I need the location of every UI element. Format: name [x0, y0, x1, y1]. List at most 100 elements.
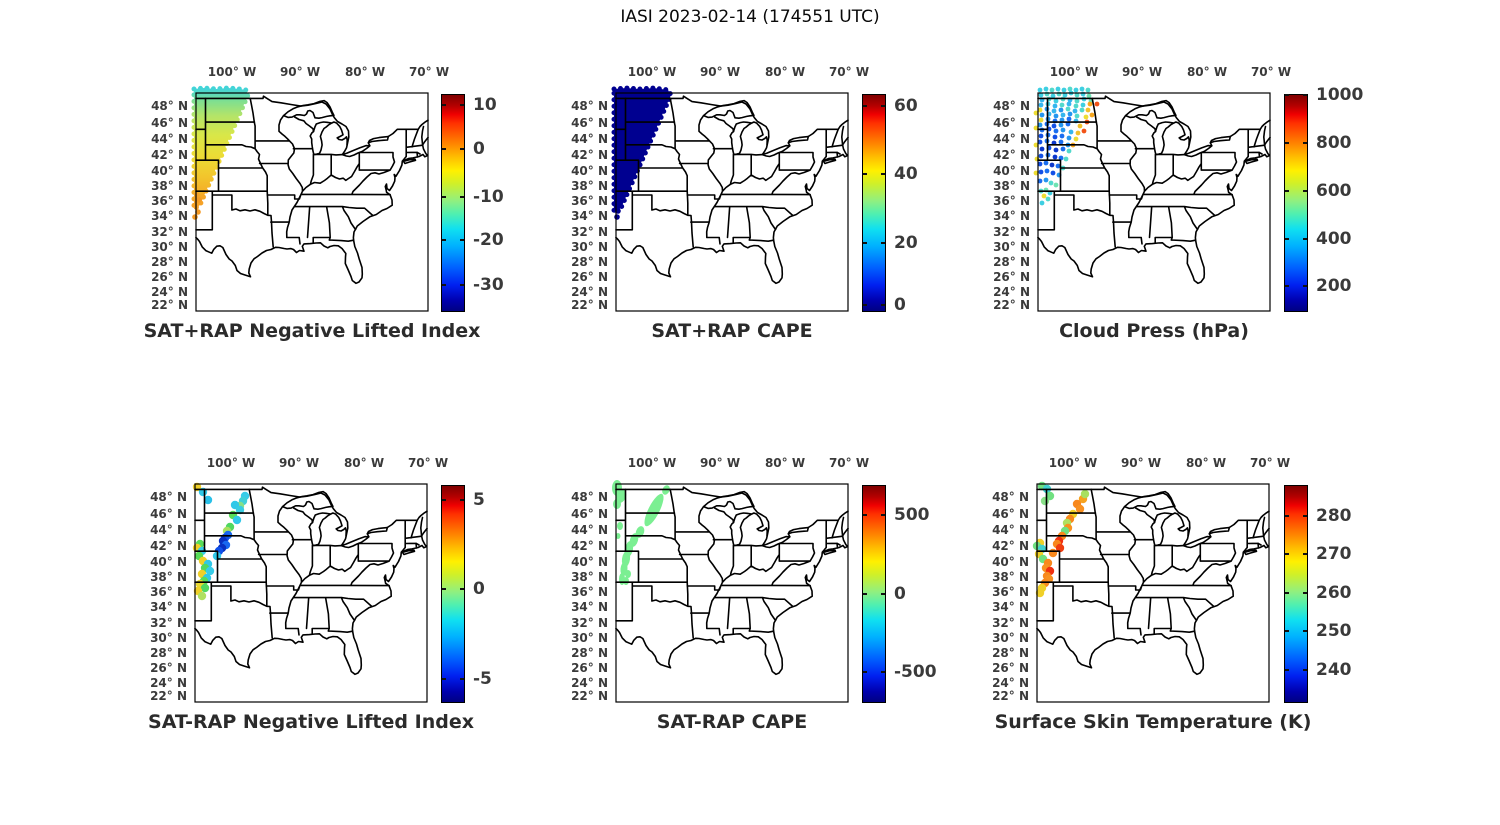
colorbar-tickmark: [442, 104, 446, 106]
lat-tick-label: 32° N: [151, 225, 188, 239]
colorbar: [862, 94, 886, 312]
lat-tick-label: 40° N: [151, 164, 188, 178]
colorbar-tickmark: [863, 173, 867, 175]
lat-tick-label: 32° N: [992, 616, 1029, 630]
lat-tick-label: 46° N: [150, 507, 187, 521]
colorbar-tickmark: [442, 284, 446, 286]
panel-title: Cloud Press (hPa): [1059, 320, 1249, 342]
lat-tick-label: 34° N: [993, 209, 1030, 223]
lat-tick-label: 38° N: [571, 570, 608, 584]
colorbar-tick-label: 600: [1316, 181, 1352, 201]
data-layer: [611, 85, 674, 220]
lat-tick-label: 34° N: [571, 209, 608, 223]
colorbar-tickmark: [1285, 553, 1289, 555]
colorbar-tickmark: [442, 196, 446, 198]
colorbar-tickmark: [460, 284, 464, 286]
lat-tick-label: 36° N: [571, 585, 608, 599]
colorbar-tickmark: [863, 242, 867, 244]
colorbar-tickmark: [863, 105, 867, 107]
lat-tick-label: 28° N: [992, 646, 1029, 660]
lat-tick-label: 46° N: [992, 507, 1029, 521]
lat-tick-label: 36° N: [150, 585, 187, 599]
colorbar-tickmark: [863, 593, 867, 595]
lat-tick-label: 48° N: [571, 99, 608, 113]
colorbar-tickmark: [1285, 515, 1289, 517]
colorbar: [441, 94, 465, 312]
lat-tick-label: 26° N: [571, 661, 608, 675]
colorbar-tickmark: [881, 304, 885, 306]
lat-tick-label: 38° N: [571, 179, 608, 193]
colorbar-tick-label: -20: [473, 230, 504, 250]
lon-tick-label: 100° W: [206, 456, 256, 470]
colorbar-tick-label: 10: [473, 95, 497, 115]
colorbar-tick-label: 60: [894, 96, 918, 116]
lat-tick-label: 28° N: [571, 255, 608, 269]
lon-tick-label: 70° W: [1249, 456, 1291, 470]
lat-tick-label: 28° N: [151, 255, 188, 269]
colorbar-tickmark: [1303, 285, 1307, 287]
map-plot-4: [612, 480, 849, 703]
lat-tick-label: 24° N: [993, 285, 1030, 299]
panel-title: SAT-RAP Negative Lifted Index: [148, 711, 474, 733]
lat-tick-label: 30° N: [151, 240, 188, 254]
data-layer: [191, 85, 251, 220]
colorbar-tickmark: [460, 499, 464, 501]
axes-box: [615, 483, 849, 703]
lat-tick-label: 36° N: [151, 194, 188, 208]
colorbar-tickmark: [1285, 669, 1289, 671]
colorbar-tickmark: [1303, 669, 1307, 671]
colorbar-tickmark: [442, 678, 446, 680]
colorbar-tick-label: 400: [1316, 229, 1352, 249]
panel-title: SAT+RAP Negative Lifted Index: [143, 320, 481, 342]
lat-tick-label: 44° N: [571, 523, 608, 537]
lat-tick-label: 36° N: [993, 194, 1030, 208]
lat-tick-label: 30° N: [571, 631, 608, 645]
colorbar-tickmark: [442, 499, 446, 501]
lat-tick-label: 22° N: [150, 689, 187, 703]
lat-tick-label: 34° N: [992, 600, 1029, 614]
colorbar-tick-label: -10: [473, 187, 504, 207]
lon-tick-label: 70° W: [408, 65, 450, 79]
lat-tick-label: 24° N: [150, 676, 187, 690]
axes-box: [615, 92, 849, 312]
lat-tick-label: 26° N: [151, 270, 188, 284]
lat-tick-label: 48° N: [571, 490, 608, 504]
colorbar-tickmark: [863, 304, 867, 306]
panel-title: SAT+RAP CAPE: [651, 320, 813, 342]
lat-tick-label: 24° N: [992, 676, 1029, 690]
colorbar-tick-label: 0: [473, 579, 485, 599]
lat-tick-label: 46° N: [571, 116, 608, 130]
lat-tick-label: 42° N: [151, 148, 188, 162]
lat-tick-label: 30° N: [993, 240, 1030, 254]
lat-tick-label: 24° N: [571, 676, 608, 690]
lat-tick-label: 22° N: [992, 689, 1029, 703]
lat-tick-label: 32° N: [993, 225, 1030, 239]
lon-tick-label: 90° W: [1121, 65, 1163, 79]
colorbar-tick-label: 260: [1316, 583, 1352, 603]
lat-tick-label: 32° N: [150, 616, 187, 630]
lon-tick-label: 100° W: [1049, 65, 1099, 79]
colorbar-tickmark: [1303, 94, 1307, 96]
lat-tick-label: 40° N: [150, 555, 187, 569]
lon-tick-label: 80° W: [764, 456, 806, 470]
colorbar-tickmark: [460, 678, 464, 680]
colorbar: [1284, 94, 1308, 312]
lat-tick-label: 42° N: [993, 148, 1030, 162]
colorbar-tick-label: 250: [1316, 621, 1352, 641]
colorbar-tickmark: [863, 671, 867, 673]
colorbar-tick-label: -30: [473, 275, 504, 295]
colorbar-tickmark: [1303, 190, 1307, 192]
lat-tick-label: 32° N: [571, 225, 608, 239]
lat-tick-label: 36° N: [571, 194, 608, 208]
lat-tick-label: 24° N: [151, 285, 188, 299]
colorbar-tickmark: [1303, 142, 1307, 144]
colorbar-tick-label: 240: [1316, 660, 1352, 680]
colorbar-tick-label: 0: [473, 139, 485, 159]
lat-tick-label: 26° N: [992, 661, 1029, 675]
lat-tick-label: 38° N: [151, 179, 188, 193]
lat-tick-label: 36° N: [992, 585, 1029, 599]
lat-tick-label: 34° N: [151, 209, 188, 223]
data-layer: [612, 480, 670, 585]
colorbar-tickmark: [1285, 190, 1289, 192]
map-plot-5: [1032, 481, 1270, 703]
